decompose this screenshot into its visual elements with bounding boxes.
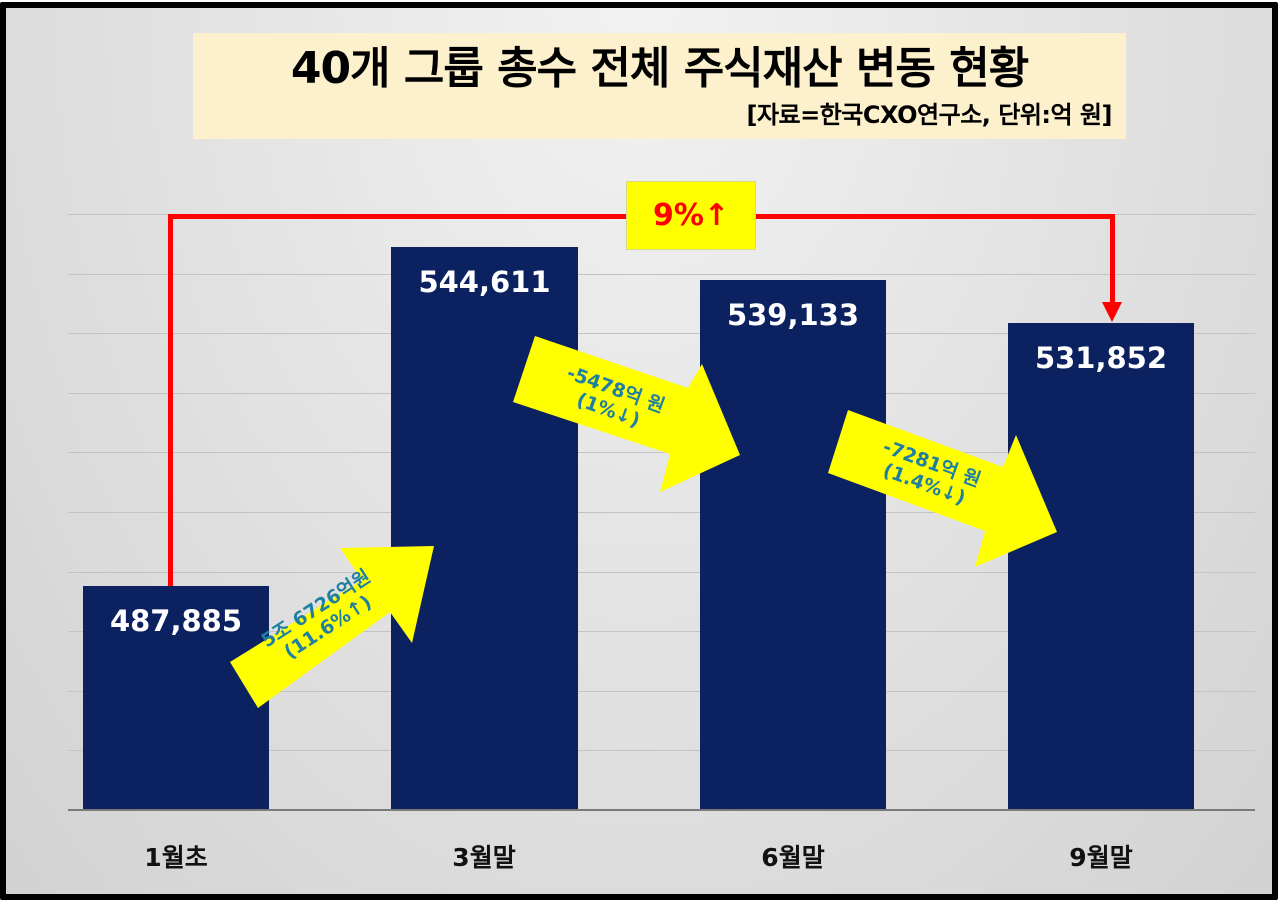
decrease-arrow-icon	[828, 410, 1057, 567]
bracket-arrowhead-icon	[1102, 302, 1122, 322]
bar-jan: 487,885	[83, 586, 269, 810]
gridline	[68, 512, 1255, 513]
decrease-arrow-icon	[513, 336, 740, 492]
bar-jun: 539,133	[700, 280, 886, 810]
title-box: 40개 그룹 총수 전체 주식재산 변동 현황 [자료=한국CXO연구소, 단위…	[193, 33, 1126, 139]
chart-title: 40개 그룹 총수 전체 주식재산 변동 현황	[290, 43, 1029, 94]
bar-sep: 531,852	[1008, 323, 1194, 810]
bar-value-label: 487,885	[109, 604, 243, 638]
x-tick-label: 3월말	[452, 843, 516, 872]
x-tick-label: 9월말	[1069, 843, 1133, 872]
total-change-badge: 9%↑	[626, 181, 756, 250]
gridline	[68, 274, 1255, 275]
bracket-right-line	[1110, 214, 1115, 304]
bar-value-label: 539,133	[726, 298, 860, 332]
x-tick-label: 6월말	[761, 843, 825, 872]
chart-source-unit: [자료=한국CXO연구소, 단위:억 원]	[746, 101, 1112, 129]
gridline	[68, 333, 1255, 334]
bar-value-label: 531,852	[1034, 341, 1168, 375]
gridline	[68, 691, 1255, 692]
x-tick-label: 1월초	[144, 843, 208, 872]
increase-arrow-icon	[230, 546, 434, 708]
bar-value-label: 544,611	[418, 265, 551, 299]
bracket-left-line	[168, 215, 173, 587]
gridline	[68, 452, 1255, 453]
gridline	[68, 750, 1255, 751]
x-axis-line	[68, 809, 1255, 811]
gridline	[68, 631, 1255, 632]
gridline	[68, 572, 1255, 573]
